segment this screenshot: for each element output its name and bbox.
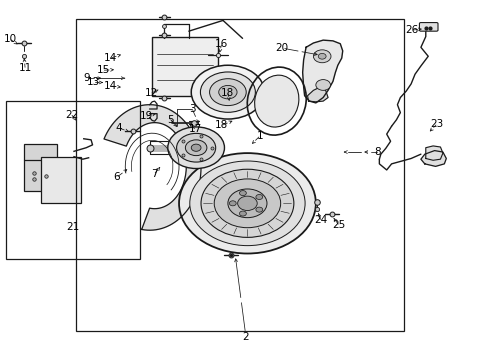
Circle shape — [240, 190, 246, 195]
Text: 11: 11 — [19, 63, 32, 73]
Text: 20: 20 — [275, 43, 288, 53]
FancyBboxPatch shape — [419, 23, 438, 31]
Text: 1: 1 — [256, 131, 263, 141]
Text: 21: 21 — [66, 222, 80, 232]
Text: 8: 8 — [374, 147, 381, 157]
Text: 18: 18 — [215, 121, 228, 130]
FancyBboxPatch shape — [152, 37, 218, 96]
Polygon shape — [24, 144, 57, 191]
Circle shape — [191, 65, 265, 119]
Circle shape — [176, 134, 216, 162]
Circle shape — [219, 85, 237, 99]
Text: 19: 19 — [140, 111, 153, 121]
Text: 6: 6 — [114, 172, 121, 182]
Text: 14: 14 — [104, 53, 117, 63]
Circle shape — [238, 196, 257, 211]
Polygon shape — [104, 105, 201, 230]
Text: 9: 9 — [83, 73, 90, 83]
Circle shape — [190, 161, 305, 246]
Text: 24: 24 — [314, 215, 327, 225]
Text: 12: 12 — [145, 88, 158, 98]
Circle shape — [256, 194, 263, 199]
Text: 22: 22 — [65, 110, 78, 120]
Polygon shape — [421, 150, 446, 166]
Text: 4: 4 — [116, 123, 122, 133]
Text: 3: 3 — [189, 104, 196, 114]
Circle shape — [168, 127, 224, 168]
Text: 25: 25 — [332, 220, 345, 230]
Text: 26: 26 — [406, 25, 419, 35]
Circle shape — [256, 207, 263, 212]
Circle shape — [210, 79, 246, 105]
Circle shape — [316, 80, 331, 90]
Circle shape — [201, 169, 294, 237]
Polygon shape — [303, 40, 343, 103]
Text: 15: 15 — [97, 65, 110, 75]
Circle shape — [318, 53, 326, 59]
Circle shape — [314, 50, 331, 63]
Circle shape — [240, 211, 246, 216]
Polygon shape — [426, 146, 443, 160]
Text: 18: 18 — [221, 88, 235, 98]
Text: 23: 23 — [430, 120, 443, 129]
Circle shape — [214, 179, 281, 228]
Bar — [5, 101, 140, 259]
Ellipse shape — [255, 75, 299, 127]
Circle shape — [229, 201, 236, 206]
Text: 16: 16 — [215, 40, 228, 49]
Polygon shape — [41, 157, 81, 203]
Circle shape — [185, 140, 207, 156]
Circle shape — [200, 72, 255, 112]
Circle shape — [179, 153, 316, 253]
Circle shape — [228, 189, 267, 218]
Text: 7: 7 — [151, 168, 158, 179]
Circle shape — [191, 144, 201, 151]
Text: 5: 5 — [168, 115, 174, 125]
Text: 17: 17 — [189, 124, 202, 134]
Bar — [76, 19, 404, 330]
Text: 13: 13 — [87, 77, 100, 87]
Text: 14: 14 — [104, 81, 117, 91]
Text: 10: 10 — [4, 35, 17, 44]
Polygon shape — [308, 87, 328, 102]
Text: 2: 2 — [243, 332, 249, 342]
